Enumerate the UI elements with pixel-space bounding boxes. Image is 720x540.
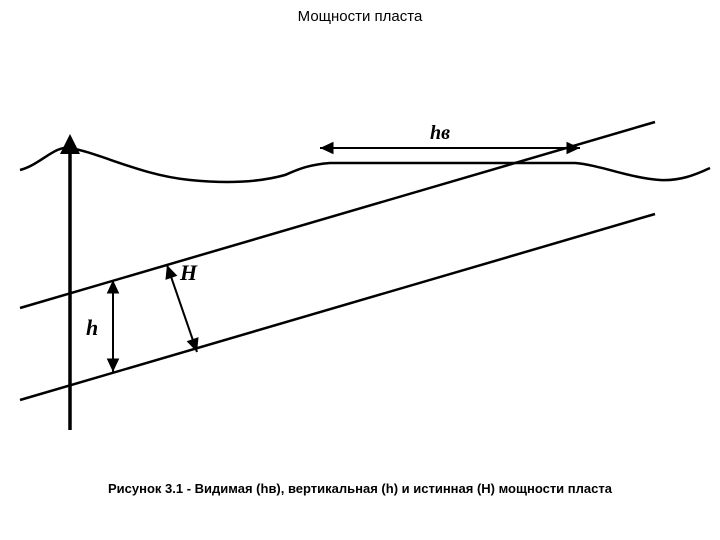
label-H: H	[180, 260, 197, 286]
page-title: Мощности пласта	[298, 8, 423, 25]
label-hv: hв	[430, 122, 450, 145]
label-h: h	[86, 315, 98, 341]
figure-caption: Рисунок 3.1 - Видимая (hв), вертикальная…	[80, 480, 640, 498]
diagram-canvas: hв H h	[0, 60, 720, 440]
